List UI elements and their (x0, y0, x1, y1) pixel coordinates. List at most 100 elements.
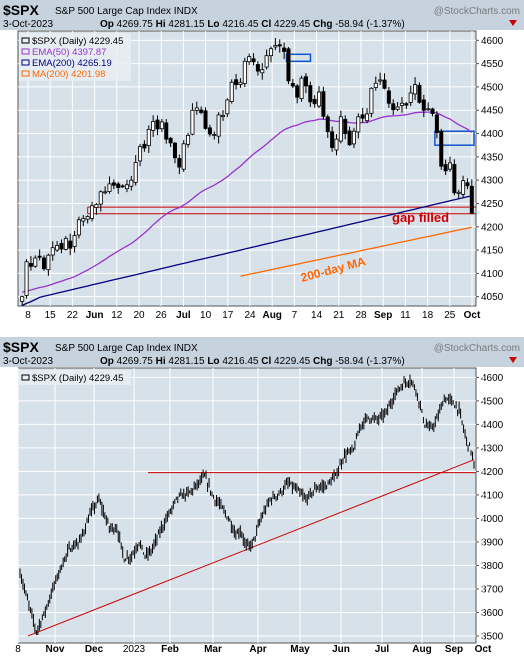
index-name: S&P 500 Large Cap Index INDX (55, 6, 198, 17)
candle-body (295, 85, 300, 98)
candle-body (334, 138, 339, 151)
candle-body (360, 114, 365, 119)
gap-box-september (434, 130, 475, 146)
x-tick-label: Jul (176, 310, 191, 321)
candle-body (216, 114, 221, 137)
candle-body (76, 219, 81, 236)
candle-body (72, 235, 77, 248)
legend-swatch (21, 48, 30, 55)
x-tick-label: Sep (445, 644, 463, 655)
y-tick-label: 4400 (481, 420, 504, 431)
ohlc-label-hi: Hi (156, 356, 169, 367)
candle-body (299, 77, 304, 99)
ohlc-label-op: Op (100, 356, 117, 367)
legend-swatch (21, 59, 30, 66)
legend-swatch (21, 374, 30, 381)
candle-body (395, 106, 400, 110)
x-tick-label: Jun (332, 644, 350, 655)
x-tick-label: 24 (244, 310, 256, 321)
x-tick-label: 28 (355, 310, 367, 321)
candle-body (421, 99, 426, 111)
ohlc-label-lo: Lo (207, 19, 222, 30)
x-tick-label: Aug (412, 644, 431, 655)
y-tick-label: 3900 (481, 537, 504, 548)
candle-body (142, 143, 147, 149)
candle-body (356, 116, 361, 133)
symbol-label: $SPX (3, 339, 39, 355)
x-tick-label: 12 (111, 310, 123, 321)
header-band (0, 337, 524, 367)
daily-line-chart: $SPX S&P 500 Large Cap Index INDX @StockCh… (0, 337, 524, 655)
candle-body (107, 183, 112, 192)
candle-body (181, 143, 186, 170)
watermark: @StockCharts.com (434, 343, 520, 354)
x-tick-label: Apr (249, 644, 266, 655)
candle-body (234, 79, 239, 86)
ohlc-value-hi: 4281.15 (168, 19, 207, 30)
legend-entry: MA(200) 4201.98 (32, 69, 105, 80)
candle-body (168, 137, 173, 144)
candle-body (90, 205, 95, 219)
candle-body (391, 103, 396, 111)
candle-body (207, 127, 212, 135)
candle-body (465, 182, 470, 187)
candle-body (238, 81, 243, 85)
candle-body (382, 79, 387, 89)
y-tick-label: 4000 (481, 514, 504, 525)
y-tick-label: 4600 (481, 36, 504, 47)
candle-body (282, 47, 287, 52)
candle-body (59, 242, 64, 250)
candle-body (194, 107, 199, 111)
candle-body (229, 81, 234, 102)
x-tick-label: Dec (85, 644, 104, 655)
x-tick-label: 18 (422, 310, 434, 321)
legend-entry: $SPX (Daily) 4229.45 (32, 373, 123, 384)
candle-body (129, 179, 134, 187)
candle-body (413, 84, 418, 95)
candle-body (369, 87, 374, 114)
candle-body (434, 114, 439, 134)
candle-body (255, 64, 260, 72)
x-tick-label: Oct (475, 644, 492, 655)
legend-box (19, 370, 131, 385)
x-tick-label: Oct (464, 310, 481, 321)
x-tick-label: Aug (262, 310, 281, 321)
y-tick-label: 4450 (481, 106, 504, 117)
candle-body (251, 58, 256, 63)
candle-body (456, 191, 461, 194)
candle-body (94, 203, 99, 208)
candle-body (343, 118, 348, 134)
ohlc-label-cl: Cl (261, 356, 274, 367)
candle-body (461, 180, 466, 195)
annotation-gap-filled: gap filled (392, 210, 449, 225)
y-tick-label: 3600 (481, 608, 504, 619)
candle-body (199, 109, 204, 113)
candle-body (317, 91, 322, 107)
candle-body (81, 217, 86, 222)
candle-body (365, 113, 370, 122)
candle-body (321, 91, 326, 117)
candle-body (386, 90, 391, 104)
candle-body (452, 164, 457, 194)
candle-body (159, 121, 164, 130)
header-band (0, 0, 524, 30)
legend-entry: EMA(200) 4265.19 (32, 58, 112, 69)
y-tick-label: 3800 (481, 561, 504, 572)
ema50-line (22, 111, 473, 293)
candle-body (303, 76, 308, 87)
candle-body (151, 121, 156, 131)
candle-body (63, 238, 68, 250)
candle-body (37, 255, 42, 258)
candle-body (260, 69, 265, 74)
x-tick-label: Feb (161, 644, 179, 655)
candle-body (439, 130, 444, 167)
ohlc-value-op: 4269.75 (117, 19, 156, 30)
y-tick-label: 4550 (481, 59, 504, 70)
candle-body (242, 60, 247, 84)
y-tick-label: 4350 (481, 152, 504, 163)
y-tick-label: 4400 (481, 129, 504, 140)
legend-swatch (21, 70, 30, 77)
candle-body (55, 245, 60, 251)
x-tick-label: 17 (222, 310, 234, 321)
ohlc-readout: Op 4269.75 Hi 4281.15 Lo 4216.45 Cl 4229… (100, 19, 405, 30)
